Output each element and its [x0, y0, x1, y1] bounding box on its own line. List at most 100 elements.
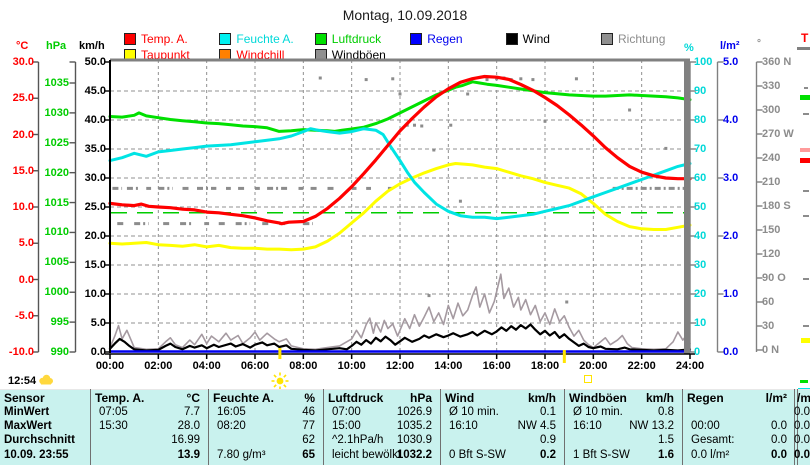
y-axis-pressure-label: 990 — [50, 346, 69, 358]
y-axis-temp-label: 5.0 — [18, 237, 34, 250]
x-axis-label: 02:00 — [144, 360, 173, 372]
y-axis-wind-label: 5.0 — [90, 317, 106, 329]
table-cell-value: 0.0 — [771, 434, 787, 446]
y-axis-direction-label: 330 — [762, 80, 781, 92]
y-axis-wind-label: 40.0 — [84, 114, 106, 126]
table-cell-value: 77 — [302, 420, 315, 432]
legend-color-box — [314, 33, 327, 45]
table-cell-value: 7.7 — [184, 406, 200, 418]
table-row-label: 10.09. 23:55 — [4, 449, 69, 461]
y-axis-humidity-label: 10 — [694, 317, 707, 329]
legend-item-label: Feuchte A. — [236, 32, 294, 46]
edge-mark — [803, 325, 809, 327]
direction-axis-unit: ° — [757, 38, 761, 49]
y-axis-wind-label: 35.0 — [84, 143, 106, 155]
table-cell-value: 0.2 — [540, 449, 556, 461]
table-cell-value: 0.0 — [771, 420, 787, 432]
y-axis-direction-label: 180 S — [762, 200, 791, 212]
table-cell-info: leicht bewölkt — [332, 449, 402, 461]
y-axis-temp-label: 15.0 — [12, 164, 34, 177]
y-axis-humidity-label: 60 — [694, 172, 707, 184]
y-axis-humidity-label: 20 — [694, 288, 707, 300]
y-axis-rain-label: 0.0 — [723, 346, 739, 358]
legend-item-wind: Wind — [505, 31, 550, 46]
table-header-name: Wind — [445, 391, 475, 405]
table-column-separator — [322, 389, 324, 465]
table-cell-info: 00:00 — [691, 420, 720, 432]
y-axis-temp-label: 0.0 — [18, 273, 34, 286]
y-axis-wind-label: 25.0 — [84, 201, 106, 213]
sunrise-icon — [271, 372, 289, 390]
table-header-sensor: Sensor — [4, 391, 45, 405]
pressure-axis-unit: hPa — [46, 40, 67, 52]
legend-color-box — [124, 33, 136, 45]
y-axis-pressure-label: 1010 — [44, 226, 69, 239]
y-axis-direction-label: 240 — [762, 152, 781, 164]
y-axis-pressure-label: 1020 — [44, 166, 69, 179]
edge-mark — [800, 95, 810, 100]
cutoff-panel-label: T — [801, 31, 809, 45]
edge-mark — [800, 158, 810, 163]
table-cell-info: 0 Bft S-SW — [449, 449, 506, 461]
edge-mark — [801, 338, 810, 343]
y-axis-direction-label: 0 N — [762, 344, 780, 356]
table-cell-info: 7.80 g/m³ — [217, 449, 266, 461]
table-header-name: Feuchte A. — [213, 391, 274, 405]
legend-item-label: Wind — [522, 32, 550, 46]
y-axis-rain-label: 4.0 — [723, 114, 739, 126]
y-axis-pressure-label: 1025 — [44, 136, 69, 149]
edge-mark — [800, 148, 810, 152]
y-axis-pressure-label: 995 — [50, 316, 69, 329]
y-axis-temp-label: 30.0 — [12, 56, 34, 68]
table-cell-info: 0.0 l/m² — [691, 449, 730, 461]
y-axis-direction-label: 120 — [762, 248, 781, 260]
table-cell-info: 1 Bft S-SW — [573, 449, 630, 461]
y-axis-direction-label: 360 N — [762, 56, 792, 68]
edge-mark — [804, 87, 808, 89]
table-cell-value: 1.6 — [658, 449, 674, 461]
x-axis-label: 20:00 — [579, 360, 608, 372]
y-axis-direction-label: 300 — [762, 104, 781, 116]
rain-axis-unit: l/m² — [720, 40, 740, 52]
table-cell-value: 65 — [302, 449, 315, 461]
y-axis-temp-label: 10.0 — [12, 201, 34, 213]
y-axis-pressure-label: 1035 — [44, 77, 69, 89]
y-axis-wind-label: 50.0 — [84, 56, 106, 68]
edge-mark — [800, 380, 808, 383]
edge-mark — [803, 190, 809, 192]
y-axis-humidity-label: 100 — [694, 56, 713, 68]
table-header-unit: km/h — [645, 391, 674, 405]
table-column-separator — [439, 389, 441, 465]
y-axis-wind-label: 20.0 — [84, 230, 106, 242]
x-axis-label: 16:00 — [482, 360, 511, 372]
table-cell-info: Ø 10 min. — [573, 406, 623, 418]
table-cell-value: 46 — [302, 406, 315, 418]
table-cell-value: 0.8 — [658, 406, 674, 418]
y-axis-humidity-label: 70 — [694, 143, 707, 155]
y-axis-humidity-label: 50 — [694, 201, 707, 213]
series-windb-en — [109, 273, 691, 351]
table-cell-value-cut: 0.0 — [794, 406, 810, 418]
x-axis-label: 08:00 — [289, 360, 318, 372]
y-axis-wind-label: 45.0 — [84, 85, 106, 97]
table-cell-info: 15:00 — [332, 420, 361, 432]
legend-color-box — [601, 33, 613, 45]
x-axis-label: 24:00 — [675, 360, 705, 372]
table-row-label: MinWert — [4, 406, 50, 418]
legend-item-regen: Regen — [410, 31, 463, 46]
series-luftdruck — [108, 80, 692, 133]
table-cell-value: 0.0 — [771, 449, 787, 461]
y-axis-wind-label: 10.0 — [84, 288, 106, 300]
table-background — [0, 389, 810, 465]
table-cell-value-cut: 0.0 — [794, 434, 810, 446]
y-axis-wind-label: 30.0 — [84, 172, 106, 184]
current-time: 12:54 — [8, 375, 37, 387]
table-cell-value: 62 — [302, 434, 315, 446]
x-axis-label: 06:00 — [240, 360, 270, 372]
legend-color-box — [505, 33, 518, 45]
y-axis-temp-label: 25.0 — [12, 92, 34, 105]
legend-item-luftdruck: Luftdruck — [314, 31, 381, 46]
legend-color-box — [410, 33, 423, 45]
